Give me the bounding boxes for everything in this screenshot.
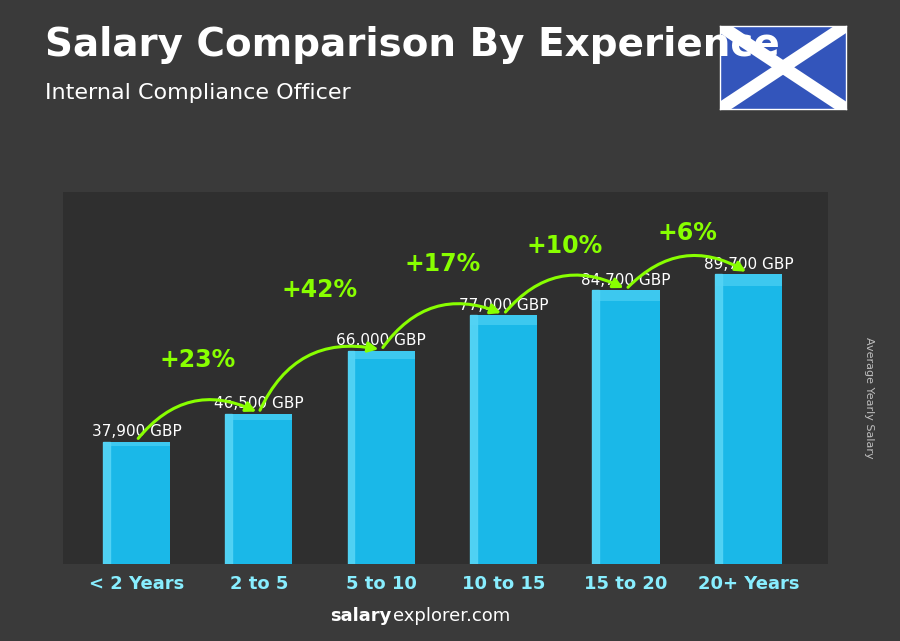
Text: salary: salary: [330, 607, 392, 625]
Bar: [347, 351, 415, 564]
Bar: [103, 442, 110, 564]
Bar: [592, 290, 599, 564]
Text: Internal Compliance Officer: Internal Compliance Officer: [45, 83, 351, 103]
Bar: [715, 274, 722, 564]
Text: +42%: +42%: [282, 278, 358, 302]
Text: +23%: +23%: [159, 347, 236, 372]
Text: explorer.com: explorer.com: [393, 607, 510, 625]
Text: 37,900 GBP: 37,900 GBP: [92, 424, 181, 439]
Text: Salary Comparison By Experience: Salary Comparison By Experience: [45, 26, 779, 63]
Text: 66,000 GBP: 66,000 GBP: [337, 333, 426, 348]
Bar: [103, 442, 170, 446]
Bar: [470, 315, 537, 325]
Text: 46,500 GBP: 46,500 GBP: [214, 396, 303, 411]
Bar: [470, 315, 477, 564]
Bar: [225, 413, 292, 564]
Bar: [347, 351, 355, 564]
Bar: [470, 315, 537, 564]
Bar: [715, 274, 782, 286]
Bar: [103, 442, 170, 564]
Bar: [592, 290, 660, 301]
Bar: [225, 413, 292, 420]
Bar: [347, 351, 415, 359]
Bar: [225, 413, 232, 564]
Text: 84,700 GBP: 84,700 GBP: [581, 272, 670, 288]
Text: +17%: +17%: [404, 253, 481, 276]
Text: +10%: +10%: [526, 234, 603, 258]
Text: +6%: +6%: [657, 221, 717, 245]
Text: 77,000 GBP: 77,000 GBP: [459, 297, 548, 313]
Text: 89,700 GBP: 89,700 GBP: [704, 256, 793, 272]
Bar: [715, 274, 782, 564]
Text: Average Yearly Salary: Average Yearly Salary: [863, 337, 874, 458]
Bar: [592, 290, 660, 564]
